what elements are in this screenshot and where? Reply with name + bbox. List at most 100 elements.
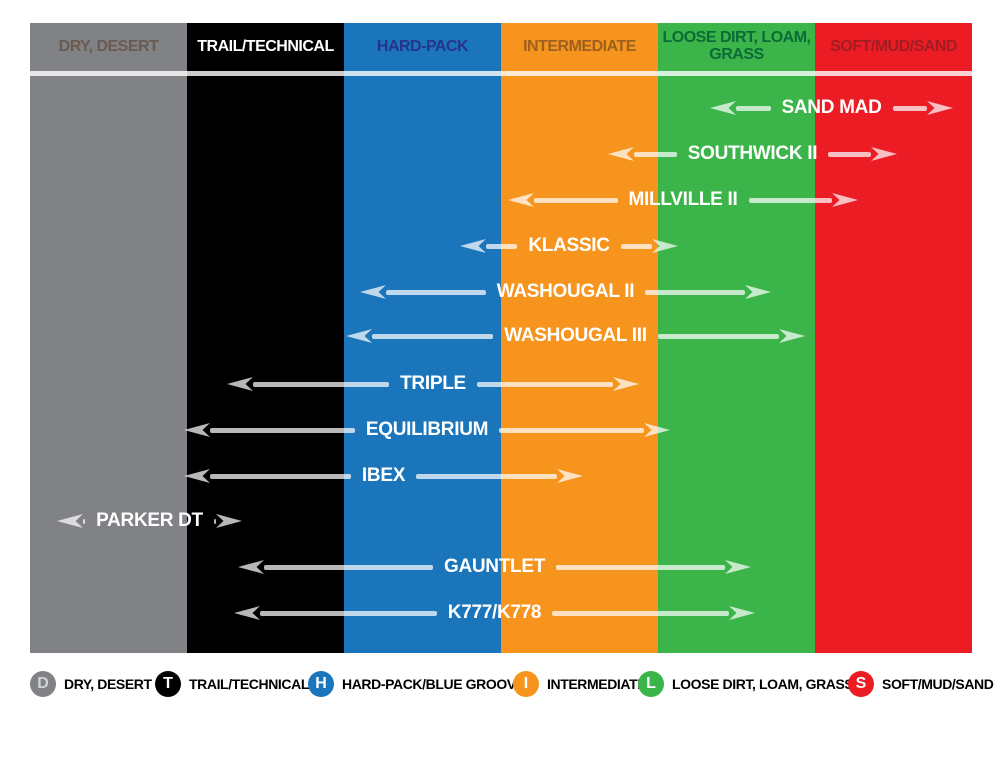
arrow-right-icon <box>745 285 771 299</box>
header-separator-line <box>30 71 972 76</box>
column-header: DRY, DESERT <box>58 37 159 55</box>
arrow-shaft-left <box>264 564 433 570</box>
legend-terrain-badge: D <box>30 671 56 697</box>
tire-name-label: WASHOUGAL II <box>496 281 635 302</box>
legend-item-5: S SOFT/MUD/SAND <box>848 671 994 697</box>
legend: D DRY, DESERT T TRAIL/TECHNICAL H HARD-PACK/B… <box>0 658 1000 712</box>
arrow-shaft-left <box>253 381 390 387</box>
tire-range-row: PARKER DT <box>57 508 243 534</box>
arrow-shaft-right <box>645 289 745 295</box>
tire-name-label: PARKER DT <box>96 510 203 531</box>
arrow-shaft-left <box>486 243 518 249</box>
tire-name-label: SAND MAD <box>781 97 882 118</box>
tire-name-label: MILLVILLE II <box>628 189 738 210</box>
arrow-left-icon <box>57 514 83 528</box>
legend-badge-letter: H <box>315 675 327 692</box>
arrow-shaft-left <box>210 427 355 433</box>
arrow-left-icon <box>346 329 372 343</box>
terrain-column-0: DRY, DESERT <box>30 23 187 653</box>
tire-name-label: KLASSIC <box>528 235 610 256</box>
column-header: INTERMEDIATE <box>523 37 636 55</box>
arrow-shaft-left <box>534 197 618 203</box>
legend-item-label: LOOSE DIRT, LOAM, GRASS <box>672 676 854 692</box>
tire-name-label: EQUILIBRIUM <box>365 419 489 440</box>
legend-terrain-badge: S <box>848 671 874 697</box>
terrain-column-3: INTERMEDIATE <box>501 23 658 653</box>
arrow-left-icon <box>234 606 260 620</box>
legend-item-label: SOFT/MUD/SAND <box>882 676 994 692</box>
tire-range-row: GAUNTLET <box>238 554 752 580</box>
legend-badge-letter: I <box>523 675 529 692</box>
tire-range-row: MILLVILLE II <box>508 187 859 213</box>
tire-range-row: SOUTHWICK II <box>608 141 897 167</box>
arrow-shaft-left <box>372 333 494 339</box>
tire-range-row: IBEX <box>184 463 583 489</box>
column-header: SOFT/MUD/SAND <box>830 37 957 55</box>
arrow-right-icon <box>832 193 859 207</box>
legend-terrain-badge: I <box>513 671 539 697</box>
legend-item-4: L LOOSE DIRT, LOAM, GRASS <box>638 671 854 697</box>
arrow-right-icon <box>216 514 243 528</box>
tire-range-row: WASHOUGAL III <box>346 323 806 349</box>
arrow-shaft-right <box>892 105 927 111</box>
tire-range-row: SAND MAD <box>710 95 953 121</box>
arrow-right-icon <box>652 239 679 253</box>
tire-range-row: EQUILIBRIUM <box>184 417 670 443</box>
legend-badge-letter: S <box>855 675 867 692</box>
arrow-right-icon <box>729 606 755 620</box>
arrow-left-icon <box>184 469 210 483</box>
arrow-shaft-right <box>213 518 217 524</box>
tire-name-label: K777/K778 <box>447 602 542 623</box>
legend-badge-letter: D <box>37 675 49 692</box>
arrow-shaft-left <box>736 105 771 111</box>
arrow-shaft-left <box>83 518 86 524</box>
column-header: TRAIL/TECHNICAL <box>197 37 334 55</box>
arrow-shaft-right <box>620 243 653 249</box>
legend-terrain-badge: H <box>308 671 334 697</box>
arrow-shaft-right <box>828 151 871 157</box>
tire-range-row: TRIPLE <box>227 371 640 397</box>
chart-area: DRY, DESERT TRAIL/TECHNICAL HARD-PACK INTER… <box>30 23 972 653</box>
arrow-left-icon <box>608 147 634 161</box>
tire-rows: SAND MAD SOUTHWICK II MILLVILLE II KLASSIC W… <box>30 23 972 653</box>
arrow-right-icon <box>613 377 640 391</box>
arrow-left-icon <box>238 560 264 574</box>
legend-item-label: HARD-PACK/BLUE GROOVE <box>342 676 525 692</box>
arrow-right-icon <box>927 101 953 115</box>
arrow-shaft-left <box>634 151 677 157</box>
legend-terrain-badge: L <box>638 671 664 697</box>
arrow-shaft-left <box>386 289 486 295</box>
arrow-right-icon <box>644 423 670 437</box>
tire-name-label: SOUTHWICK II <box>687 143 818 164</box>
legend-item-label: DRY, DESERT <box>64 676 152 692</box>
tire-name-label: GAUNTLET <box>443 556 546 577</box>
arrow-left-icon <box>184 423 210 437</box>
arrow-shaft-right <box>556 564 726 570</box>
arrow-right-icon <box>557 469 583 483</box>
arrow-shaft-left <box>260 610 437 616</box>
arrow-right-icon <box>725 560 752 574</box>
arrow-shaft-right <box>657 333 780 339</box>
arrow-left-icon <box>460 239 486 253</box>
arrow-shaft-right <box>416 473 557 479</box>
terrain-column-1: TRAIL/TECHNICAL <box>187 23 344 653</box>
arrow-left-icon <box>508 193 534 207</box>
arrow-shaft-right <box>476 381 614 387</box>
arrow-left-icon <box>360 285 386 299</box>
arrow-left-icon <box>227 377 253 391</box>
legend-item-label: INTERMEDIATE <box>547 676 647 692</box>
arrow-shaft-right <box>499 427 644 433</box>
tire-name-label: WASHOUGAL III <box>504 325 647 346</box>
arrow-left-icon <box>710 101 736 115</box>
legend-item-3: I INTERMEDIATE <box>513 671 647 697</box>
column-header: LOOSE DIRT, LOAM, GRASS <box>662 29 811 63</box>
terrain-column-5: SOFT/MUD/SAND <box>815 23 972 653</box>
arrow-right-icon <box>871 147 897 161</box>
arrow-shaft-right <box>748 197 833 203</box>
tire-name-label: TRIPLE <box>400 373 466 394</box>
legend-item-0: D DRY, DESERT <box>30 671 152 697</box>
column-header: HARD-PACK <box>376 37 469 55</box>
arrow-shaft-left <box>210 473 351 479</box>
legend-badge-letter: L <box>646 675 656 692</box>
legend-item-label: TRAIL/TECHNICAL <box>189 676 309 692</box>
